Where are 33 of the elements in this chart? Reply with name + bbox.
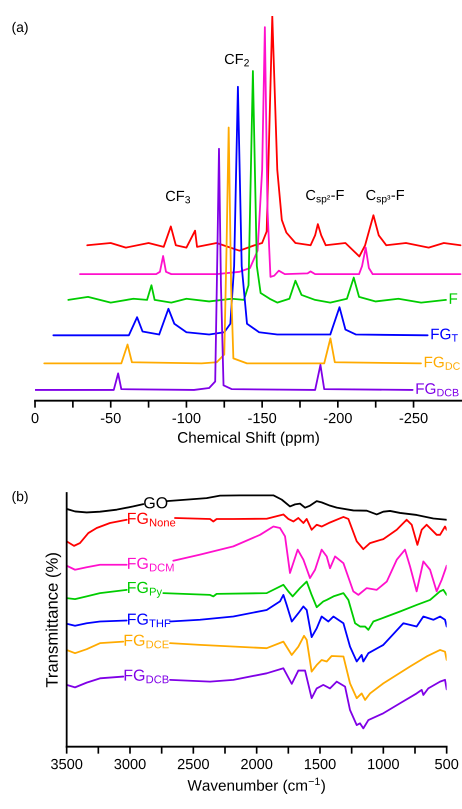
- x-tick-label: 2000: [241, 758, 272, 770]
- annotation: C$_{sp³}$-F: [366, 190, 404, 204]
- annotation: CF$_{2}$: [224, 54, 249, 66]
- series-label: FG$_{DCB}$: [416, 383, 459, 396]
- x-tick-label: -50: [100, 412, 121, 424]
- series-label: FG$_{DCE}$: [124, 634, 169, 648]
- annotation: C$_{sp²}$-F: [306, 190, 344, 204]
- x-tick-label: -150: [248, 412, 276, 424]
- chart-title: (a): [12, 22, 28, 35]
- y-axis-title: Transmittance (%): [46, 553, 62, 688]
- series-label: F: [450, 293, 458, 304]
- x-axis-title: Chemical Shift (ppm): [178, 432, 319, 446]
- x-tick-label: 0: [32, 412, 39, 424]
- x-axis-title: Wavenumber (cm$^{−1}$): [188, 778, 325, 794]
- series-label: FG$_{DCM}$: [128, 558, 174, 572]
- annotation: CF$_{3}$: [166, 190, 190, 204]
- series-label: FG$_{Py}$: [128, 582, 162, 598]
- series-label: FG$_{DC}$: [424, 356, 460, 370]
- x-tick-label: 3000: [114, 758, 146, 770]
- series-label: FG$_{T}$: [431, 328, 458, 342]
- x-tick-label: 500: [435, 758, 458, 770]
- x-tick-label: 3500: [51, 758, 82, 770]
- series-label: FG$_{DCB}$: [124, 670, 169, 684]
- x-tick-label: -100: [172, 412, 200, 424]
- series-label: FG$_{None}$: [128, 512, 176, 526]
- x-tick-label: -200: [324, 412, 352, 424]
- x-tick-label: 1500: [304, 758, 336, 770]
- x-tick-label: -250: [400, 412, 428, 424]
- chart-title: (b): [12, 491, 28, 504]
- x-tick-label: 1000: [368, 758, 399, 770]
- series-label: GO: [144, 497, 168, 508]
- series-label: FG$_{THF}$: [128, 613, 170, 628]
- x-tick-label: 2500: [178, 758, 209, 770]
